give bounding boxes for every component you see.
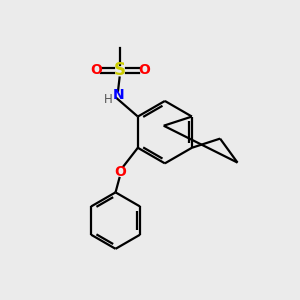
Text: O: O (114, 164, 126, 178)
Text: N: N (113, 88, 124, 103)
Text: S: S (114, 61, 126, 80)
Text: H: H (104, 92, 112, 106)
Text: O: O (138, 64, 150, 77)
Text: O: O (90, 64, 102, 77)
